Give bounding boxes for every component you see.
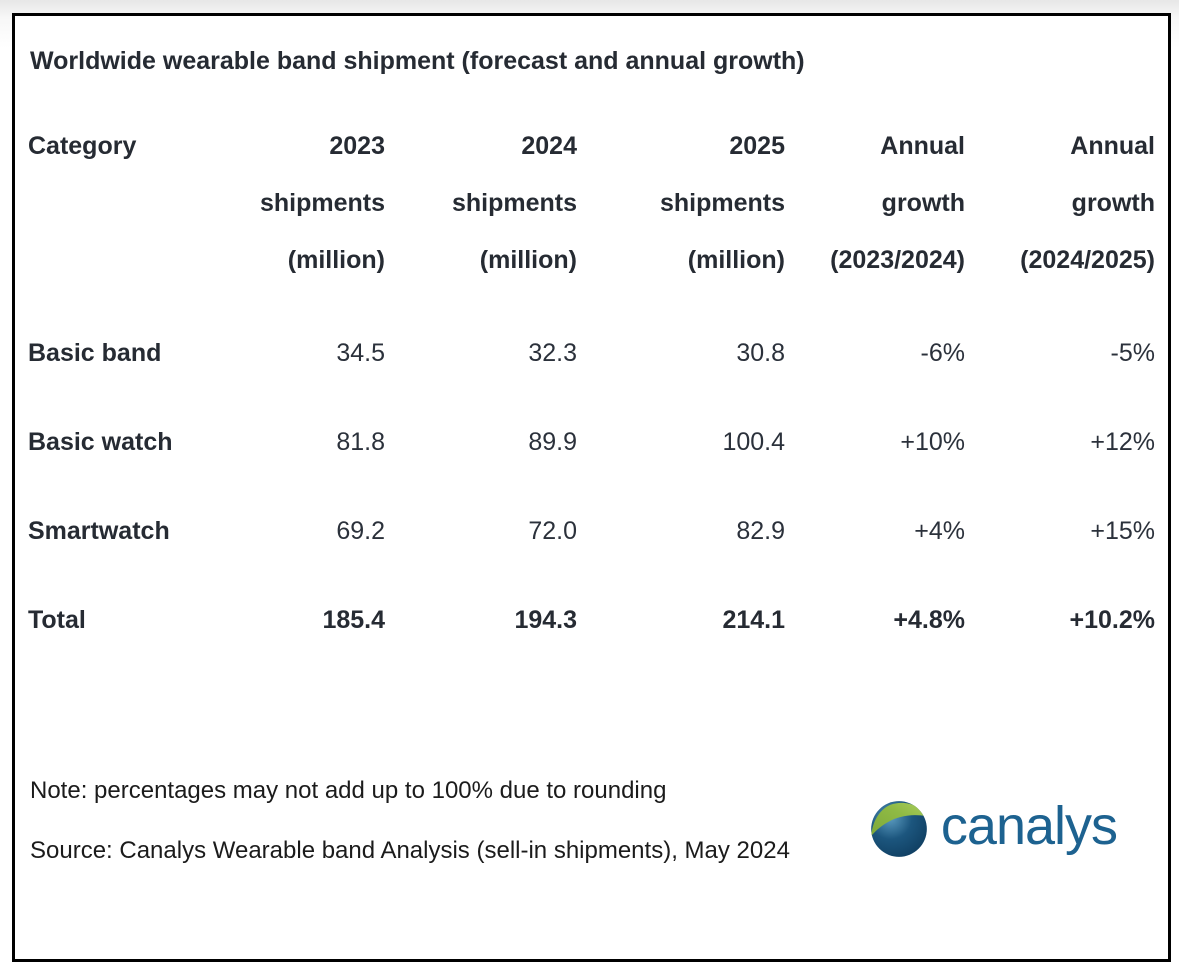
cell-2023-shipments: 81.8 xyxy=(336,428,385,456)
header-line: (million) xyxy=(687,246,785,274)
header-line: growth xyxy=(1071,189,1155,217)
header-line: (2023/2024) xyxy=(830,246,965,274)
column-header-annual-growth-2024-2025: Annual growth (2024/2025) xyxy=(965,118,1155,309)
table-body: Basic band 34.5 32.3 30.8 -6% -5% Basic … xyxy=(28,309,1155,665)
header-line: 2024 xyxy=(521,132,577,160)
cell-2025-shipments: 214.1 xyxy=(722,606,785,634)
footer-notes: Note: percentages may not add up to 100%… xyxy=(30,761,820,881)
column-header-2023-shipments: 2023 shipments (million) xyxy=(193,118,385,309)
header-line xyxy=(28,232,193,289)
header-line: shipments xyxy=(451,189,577,217)
header-line: (million) xyxy=(287,246,385,274)
header-line: 2023 xyxy=(329,132,385,160)
header-line: shipments xyxy=(659,189,785,217)
cell-2023-shipments: 69.2 xyxy=(336,517,385,545)
row-label: Total xyxy=(28,606,86,634)
cell-2024-shipments: 32.3 xyxy=(528,339,577,367)
shipment-table: Category 2023 shipments (million) 2024 s… xyxy=(28,118,1155,665)
cell-growth-2023-2024: +10% xyxy=(900,428,965,456)
column-header-category: Category xyxy=(28,118,193,309)
table-panel: Worldwide wearable band shipment (foreca… xyxy=(12,13,1171,962)
header-line: growth xyxy=(881,189,965,217)
column-header-annual-growth-2023-2024: Annual growth (2023/2024) xyxy=(785,118,965,309)
header-line: Annual xyxy=(880,132,965,160)
cell-2023-shipments: 185.4 xyxy=(322,606,385,634)
page-title: Worldwide wearable band shipment (foreca… xyxy=(30,47,805,75)
cell-growth-2023-2024: -6% xyxy=(920,339,965,367)
cell-2024-shipments: 72.0 xyxy=(528,517,577,545)
row-label: Basic band xyxy=(28,339,162,367)
canalys-wordmark: canalys xyxy=(940,796,1118,856)
cell-2024-shipments: 194.3 xyxy=(514,606,577,634)
cell-2024-shipments: 89.9 xyxy=(528,428,577,456)
row-label: Basic watch xyxy=(28,428,173,456)
cell-growth-2023-2024: +4% xyxy=(914,517,965,545)
cell-growth-2024-2025: +10.2% xyxy=(1069,606,1156,634)
cell-growth-2024-2025: +12% xyxy=(1090,428,1155,456)
cell-growth-2024-2025: +15% xyxy=(1090,517,1155,545)
header-line: Category xyxy=(28,132,137,160)
header-line: (2024/2025) xyxy=(1020,246,1155,274)
header-line: shipments xyxy=(259,189,385,217)
header-line: 2025 xyxy=(729,132,785,160)
cell-2025-shipments: 82.9 xyxy=(736,517,785,545)
header-row: Category 2023 shipments (million) 2024 s… xyxy=(28,118,1155,309)
table-row-total: Total 185.4 194.3 214.1 +4.8% +10.2% xyxy=(28,576,1155,665)
column-header-2024-shipments: 2024 shipments (million) xyxy=(385,118,577,309)
source-text: Source: Canalys Wearable band Analysis (… xyxy=(30,837,790,864)
table-row-basic-watch: Basic watch 81.8 89.9 100.4 +10% +12% xyxy=(28,398,1155,487)
canalys-globe-icon xyxy=(871,801,927,857)
column-header-2025-shipments: 2025 shipments (million) xyxy=(577,118,785,309)
cell-2023-shipments: 34.5 xyxy=(336,339,385,367)
header-line: Annual xyxy=(1070,132,1155,160)
table-header: Category 2023 shipments (million) 2024 s… xyxy=(28,118,1155,309)
table-row-smartwatch: Smartwatch 69.2 72.0 82.9 +4% +15% xyxy=(28,487,1155,576)
cell-growth-2024-2025: -5% xyxy=(1110,339,1155,367)
cell-growth-2023-2024: +4.8% xyxy=(893,606,965,634)
cell-2025-shipments: 100.4 xyxy=(722,428,785,456)
canalys-logo: canalys xyxy=(870,796,1118,858)
row-label: Smartwatch xyxy=(28,517,170,545)
header-line xyxy=(28,175,193,232)
note-text: Note: percentages may not add up to 100%… xyxy=(30,777,667,804)
header-line: (million) xyxy=(479,246,577,274)
table-row-basic-band: Basic band 34.5 32.3 30.8 -6% -5% xyxy=(28,309,1155,398)
cell-2025-shipments: 30.8 xyxy=(736,339,785,367)
